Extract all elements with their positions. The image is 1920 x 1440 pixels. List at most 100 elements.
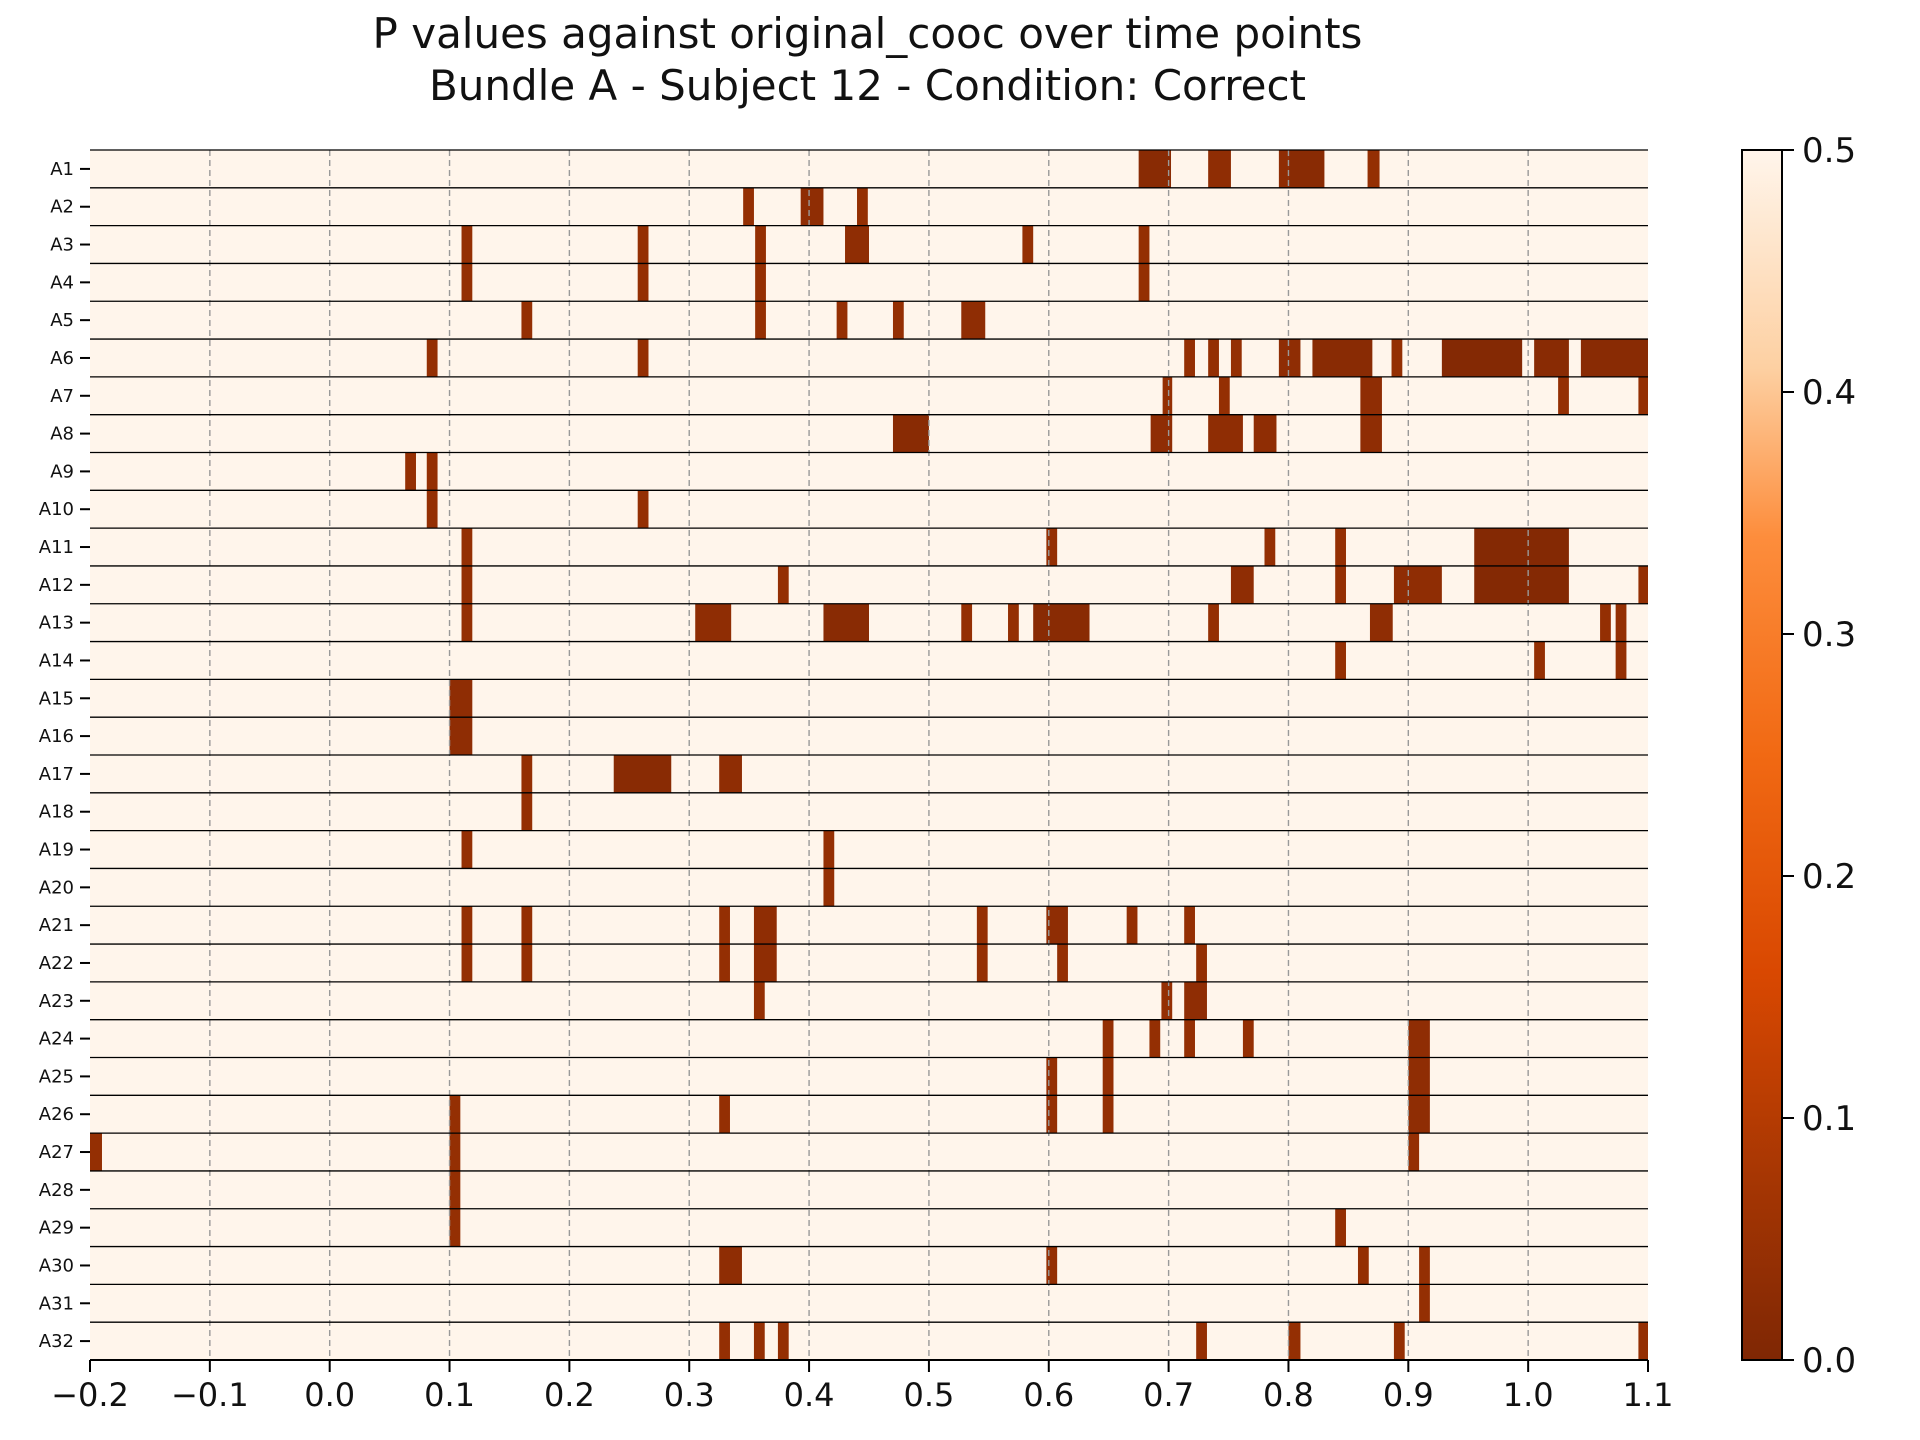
heatmap-cell-a12-7 — [1638, 565, 1648, 604]
y-tick-label-a13: A13 — [39, 613, 74, 634]
x-tick-label-13: 1.1 — [1623, 1376, 1674, 1414]
heatmap-cell-a24-5 — [1408, 1019, 1430, 1058]
colorbar-tick-label-1: 0.1 — [1802, 1099, 1856, 1139]
heatmap-cell-a13-1 — [461, 603, 473, 642]
heatmap-cell-a11-5 — [1474, 528, 1569, 566]
y-tick-label-a28: A28 — [39, 1180, 74, 1201]
heatmap-cell-a28-1 — [449, 1170, 461, 1209]
heatmap-cell-a21-5 — [976, 906, 988, 945]
heatmap-cell-a32-2 — [753, 1322, 765, 1360]
heatmap-cell-a14-3 — [1615, 641, 1627, 680]
heatmap-cell-a7-1 — [1162, 376, 1173, 415]
chart-title: P values against original_cooc over time… — [90, 8, 1645, 112]
y-tick-label-a18: A18 — [39, 802, 74, 823]
heatmap-cells — [90, 150, 1648, 1360]
heatmap-cell-a29-1 — [449, 1208, 461, 1247]
heatmap-cell-a21-6 — [1046, 906, 1068, 945]
heatmap-cell-a5-4 — [892, 301, 904, 340]
heatmap-cell-a32-5 — [1288, 1322, 1301, 1360]
x-tick-label-6: 0.4 — [784, 1376, 835, 1414]
heatmap-cell-a8-4 — [1253, 414, 1277, 453]
x-tick-label-9: 0.7 — [1143, 1376, 1194, 1414]
heatmap-cell-a3-3 — [755, 225, 766, 264]
heatmap-cell-a12-3 — [1230, 565, 1254, 604]
colorbar: 0.0 0.1 0.2 0.3 0.4 0.5 — [1741, 131, 1856, 1381]
heatmap-cell-a21-7 — [1126, 906, 1138, 945]
heatmap-cell-a32-6 — [1393, 1322, 1405, 1360]
heatmap-cell-a7-2 — [1218, 376, 1230, 415]
heatmap-cell-a13-10 — [1615, 603, 1627, 642]
heatmap-cell-a14-2 — [1534, 641, 1545, 680]
heatmap-cell-a25-1 — [1046, 1057, 1058, 1096]
x-tick-label-4: 0.2 — [544, 1376, 595, 1414]
heatmap-cell-a30-1 — [719, 1246, 742, 1285]
heatmap-cell-a1-3 — [1278, 150, 1289, 188]
y-tick-label-a6: A6 — [50, 348, 74, 369]
row-separator-lines — [90, 149, 1648, 1361]
heatmap-cell-a24-4 — [1242, 1019, 1254, 1058]
x-tick-label-12: 1.0 — [1503, 1376, 1554, 1414]
heatmap-cell-a24-1 — [1102, 1019, 1114, 1058]
x-tick-label-2: 0.0 — [304, 1376, 355, 1414]
colorbar-gradient — [1741, 149, 1783, 1361]
heatmap-cell-a17-1 — [521, 755, 533, 793]
heatmap-cell-a7-4 — [1558, 376, 1569, 415]
heatmap-cell-a8-1 — [892, 414, 929, 453]
heatmap-cell-a2-3 — [857, 187, 868, 226]
heatmap-cell-a6-5 — [1230, 339, 1242, 377]
heatmap-cell-a32-7 — [1638, 1322, 1648, 1360]
y-tick-label-a16: A16 — [39, 726, 74, 747]
heatmap-cell-a17-3 — [719, 755, 742, 793]
heatmap-cell-a5-3 — [836, 301, 848, 340]
heatmap-cell-a22-4 — [753, 944, 777, 982]
colorbar-tick-label-0: 0.0 — [1802, 1341, 1856, 1381]
heatmap-cell-a13-3 — [823, 603, 869, 642]
heatmap-cell-a12-2 — [777, 565, 789, 604]
heatmap-cell-a13-4 — [961, 603, 973, 642]
y-tick-label-a21: A21 — [39, 915, 74, 936]
heatmap-cell-a32-1 — [719, 1322, 730, 1360]
heatmap-cell-a27-2 — [449, 1133, 461, 1171]
y-tick-label-a15: A15 — [39, 688, 74, 709]
heatmap-cell-a11-4 — [1335, 528, 1346, 566]
heatmap-cell-a11-3 — [1264, 528, 1276, 566]
heatmap-cell-a6-7 — [1312, 339, 1373, 377]
y-tick-label-a22: A22 — [39, 953, 74, 974]
heatmap-cell-a32-4 — [1196, 1322, 1207, 1360]
y-tick-label-a2: A2 — [50, 197, 74, 218]
y-tick-label-a11: A11 — [39, 537, 74, 558]
y-tick-label-a8: A8 — [50, 424, 74, 445]
x-tick-label-7: 0.5 — [903, 1376, 954, 1414]
heatmap-cell-a21-1 — [461, 906, 473, 945]
colorbar-tick-label-3: 0.3 — [1802, 615, 1856, 655]
heatmap-cell-a6-11 — [1580, 339, 1648, 377]
heatmap-cell-a14-1 — [1335, 641, 1346, 680]
y-tick-label-a14: A14 — [39, 650, 74, 671]
heatmap-cell-a13-8 — [1369, 603, 1393, 642]
y-tick-label-a20: A20 — [39, 877, 74, 898]
heatmap-cell-a11-2 — [1046, 528, 1058, 566]
heatmap-cell-a7-5 — [1638, 376, 1648, 415]
heatmap-cell-a12-6 — [1474, 565, 1569, 604]
x-tick-label-11: 0.9 — [1383, 1376, 1434, 1414]
heatmap-cell-a8-3 — [1208, 414, 1243, 453]
heatmap-cell-a5-2 — [755, 301, 766, 340]
heatmap-cell-a13-5 — [1008, 603, 1019, 642]
y-tick-label-a10: A10 — [39, 499, 74, 520]
y-axis: A1 A2 A3 A4 A5 A6 A7 A8 A9 A10 A11 A12 A13 A14 A15 A16 A… — [39, 159, 90, 1352]
heatmap-cell-a24-2 — [1149, 1019, 1161, 1058]
heatmap-cell-a26-4 — [1102, 1095, 1114, 1134]
heatmap-cell-a27-1 — [90, 1133, 102, 1171]
heatmap-cell-a6-3 — [1184, 339, 1195, 377]
heatmap-cell-a18-1 — [521, 792, 533, 831]
y-tick-label-a26: A26 — [39, 1104, 74, 1125]
heatmap-cell-a22-3 — [719, 944, 730, 982]
heatmap-cell-a4-3 — [755, 263, 766, 302]
heatmap-cell-a19-1 — [461, 830, 473, 869]
y-tick-label-a1: A1 — [50, 159, 74, 180]
heatmap-cell-a22-6 — [1057, 944, 1068, 982]
heatmap-cell-a3-2 — [637, 225, 649, 264]
y-tick-label-a23: A23 — [39, 991, 74, 1012]
heatmap-cell-a31-1 — [1419, 1284, 1430, 1323]
y-tick-label-a29: A29 — [39, 1218, 74, 1239]
